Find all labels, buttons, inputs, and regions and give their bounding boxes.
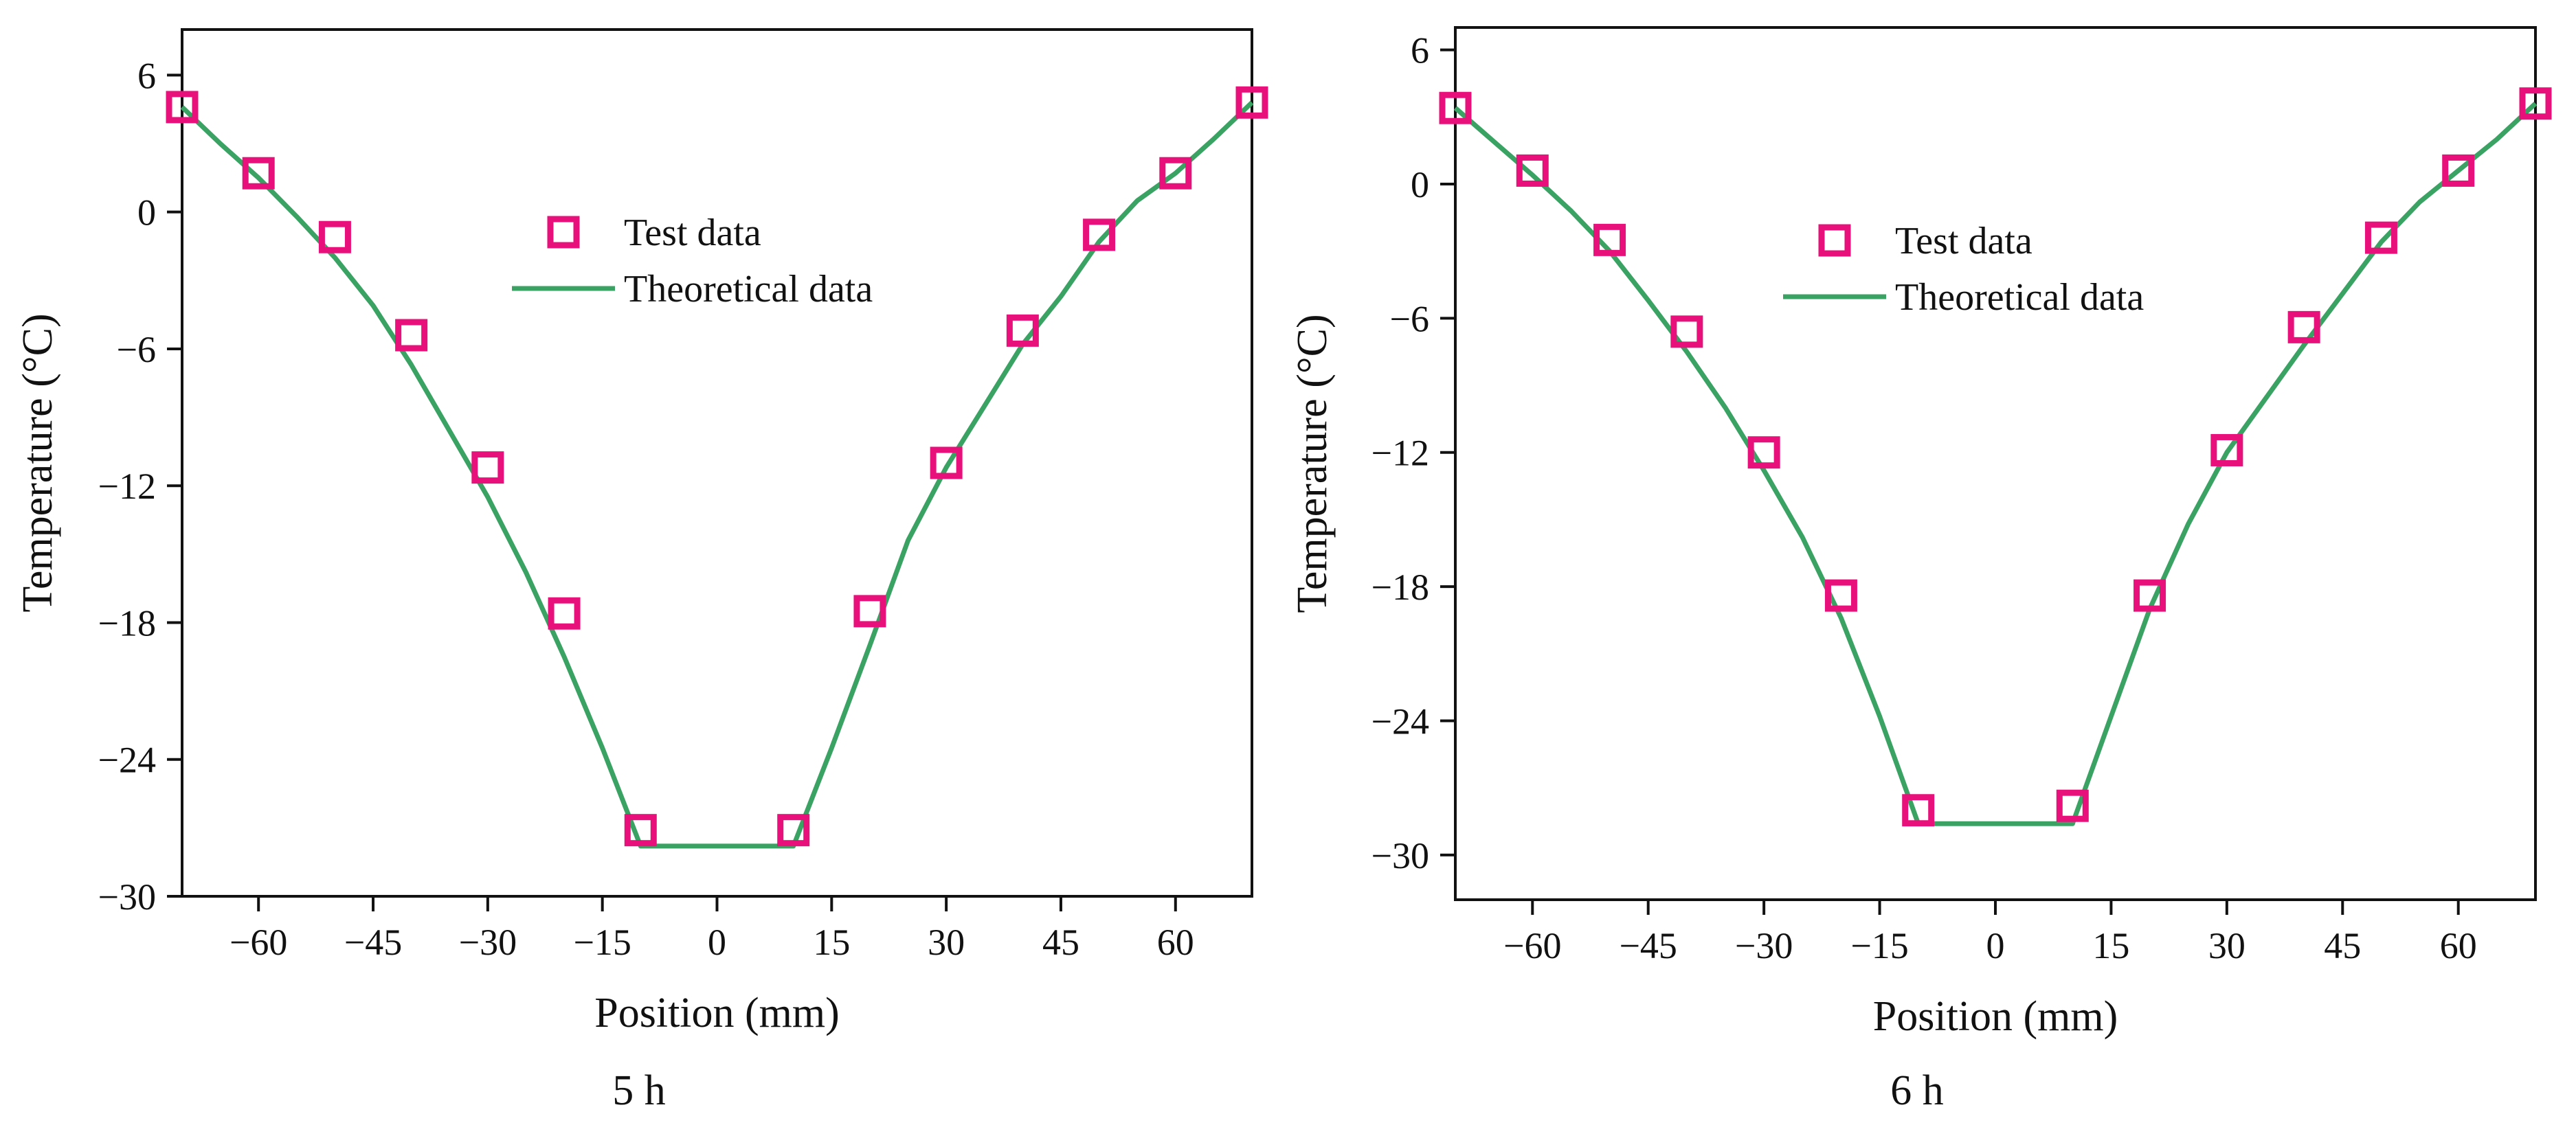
chart-5h: −60 −45 −30 −15 0 15 30 45 60−30−24−18−12−606Pos… xyxy=(14,28,1268,1036)
chart-1-test-marker xyxy=(2364,221,2397,254)
chart-0-x-tick-label: −15 xyxy=(573,922,631,963)
chart-1-plot-frame xyxy=(1454,26,2537,901)
chart-0-test-marker xyxy=(1083,218,1116,251)
chart-6h: −60 −45 −30 −15 0 15 30 45 60−30−24−18−12−606Pos… xyxy=(1289,26,2552,1040)
chart-0-x-tick-label: −60 xyxy=(229,922,287,963)
chart-1-y-axis-title: Temperature (°C) xyxy=(1289,314,1336,613)
chart-1-y-tick-label: −12 xyxy=(1371,433,1429,474)
chart-0-legend-marker-test xyxy=(547,216,580,249)
chart-0-test-marker xyxy=(318,220,351,253)
chart-0-y-tick-label: −24 xyxy=(98,740,156,781)
chart-1-x-tick-label: −60 xyxy=(1503,925,1561,966)
chart-1-x-tick-label: 15 xyxy=(2092,925,2129,966)
chart-0-test-marker xyxy=(471,451,504,484)
chart-0-plot-frame xyxy=(181,28,1253,898)
chart-0-test-marker xyxy=(395,319,428,352)
chart-1-test-marker xyxy=(1516,154,1549,187)
chart-0-y-tick-label: −6 xyxy=(117,329,156,370)
chart-1-y-tick-label: −6 xyxy=(1390,298,1429,339)
chart-1-legend-label-test: Test data xyxy=(1895,220,2032,262)
chart-0-test-marker xyxy=(853,595,886,628)
chart-0-test-marker xyxy=(242,157,275,190)
chart-0-y-tick-label: 6 xyxy=(137,55,156,96)
chart-0-x-tick-label: 15 xyxy=(813,922,850,963)
chart-0-test-marker xyxy=(548,597,581,630)
chart-1-y-tick-label: 6 xyxy=(1411,30,1429,71)
chart-1-x-tick-label: −45 xyxy=(1619,925,1677,966)
chart-0-y-tick-label: −18 xyxy=(98,602,156,644)
chart-1-test-marker xyxy=(2133,579,2166,612)
chart-0-x-tick-label: 0 xyxy=(708,922,726,963)
chart-1-x-axis-title: Position (mm) xyxy=(1873,993,2118,1040)
chart-1-y-tick-label: 0 xyxy=(1411,164,1429,205)
chart-1-test-marker xyxy=(1593,223,1626,256)
chart-0-x-tick-label: 60 xyxy=(1157,922,1194,963)
chart-1-test-marker xyxy=(1439,91,1472,124)
chart-0-test-marker xyxy=(166,91,199,124)
chart-0-y-tick-label: 0 xyxy=(137,192,156,234)
chart-1-test-marker xyxy=(2056,789,2089,822)
chart-0-y-tick-label: −30 xyxy=(98,876,156,918)
chart-1-test-marker xyxy=(2287,310,2320,343)
chart-0-x-tick-label: 30 xyxy=(928,922,965,963)
chart-0-test-marker xyxy=(1006,314,1039,347)
chart-0-y-axis-title: Temperature (°C) xyxy=(14,313,61,612)
chart-0-test-marker xyxy=(624,814,657,847)
chart-1-y-tick-label: −18 xyxy=(1371,567,1429,608)
chart-1-y-tick-label: −24 xyxy=(1371,701,1429,742)
chart-0-legend-label-test: Test data xyxy=(624,212,761,254)
chart-0-x-axis-title: Position (mm) xyxy=(594,990,840,1036)
chart-0-test-marker xyxy=(930,446,963,479)
chart-0-x-tick-label: −45 xyxy=(344,922,402,963)
chart-1-x-tick-label: 45 xyxy=(2324,925,2361,966)
chart-1-legend-label-theoretical: Theoretical data xyxy=(1895,276,2144,319)
chart-0-x-tick-label: −30 xyxy=(459,922,517,963)
chart-1-x-tick-label: 30 xyxy=(2208,925,2245,966)
chart-1-legend-marker-test xyxy=(1818,224,1851,257)
chart-1-x-tick-label: −15 xyxy=(1850,925,1908,966)
chart-1-test-marker xyxy=(1824,579,1857,612)
chart-1-test-marker xyxy=(2442,154,2475,187)
chart-0-test-marker xyxy=(777,814,810,847)
chart-1-x-tick-label: −30 xyxy=(1735,925,1793,966)
chart-1-test-marker xyxy=(1747,436,1780,469)
chart-1-theoretical-line xyxy=(1453,102,2538,826)
chart-0-x-tick-label: 45 xyxy=(1042,922,1079,963)
chart-1-y-tick-label: −30 xyxy=(1371,835,1429,876)
chart-0-legend-label-theoretical: Theoretical data xyxy=(624,268,873,310)
caption-6h: 6 h xyxy=(1890,1067,1944,1114)
chart-0-y-tick-label: −12 xyxy=(98,466,156,507)
caption-5h: 5 h xyxy=(612,1067,666,1114)
chart-0-theoretical-line xyxy=(180,100,1254,849)
chart-1-test-marker xyxy=(1670,315,1703,348)
chart-1-test-marker xyxy=(2519,87,2552,120)
chart-0-test-marker xyxy=(1235,86,1268,119)
chart-0-test-marker xyxy=(1159,157,1192,190)
chart-1-test-marker xyxy=(2210,433,2243,466)
chart-1-test-marker xyxy=(1902,794,1935,827)
chart-1-x-tick-label: 0 xyxy=(1986,925,2005,966)
chart-1-x-tick-label: 60 xyxy=(2440,925,2477,966)
